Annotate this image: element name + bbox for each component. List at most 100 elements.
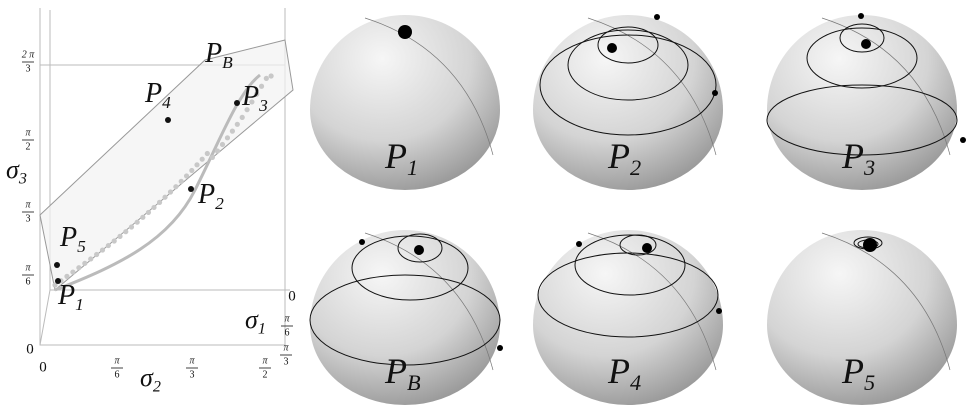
state-dot	[414, 245, 424, 255]
axis-label: σ3	[6, 155, 27, 187]
y-tick-den: 6	[285, 327, 290, 338]
z-tick-num: π	[25, 127, 31, 138]
curve-dot	[240, 115, 245, 120]
curve-dot	[230, 129, 235, 134]
curve-dot	[146, 210, 151, 215]
axis-label-sub: 2	[153, 378, 161, 395]
point-label: P2	[197, 179, 224, 212]
curve-dot	[194, 162, 199, 167]
x-tick-num: π	[114, 355, 120, 366]
curve-dot	[100, 247, 105, 252]
curve-dot	[123, 229, 128, 234]
point	[165, 117, 171, 123]
z-tick-den: 3	[26, 213, 31, 224]
point-label-base: P	[241, 81, 259, 112]
rim-dot	[654, 14, 660, 20]
point-label-base: P	[204, 38, 222, 69]
figure: 0π6π3π22 π30π6π3π20π6π3σ3σ2σ1P1P5P2P4P3P…	[0, 0, 969, 412]
rim-dot	[716, 308, 722, 314]
point	[234, 100, 240, 106]
point-label-sub: 4	[162, 93, 171, 112]
curve-dot	[70, 269, 75, 274]
curve-dot	[205, 151, 210, 156]
curve-dot	[220, 142, 225, 147]
rim-dot	[576, 241, 582, 247]
curve-dot	[264, 76, 269, 81]
x-tick-den: 6	[115, 369, 120, 380]
z-tick: 0	[26, 341, 34, 357]
curve-dot	[179, 179, 184, 184]
x-tick-num: π	[262, 355, 268, 366]
state-dot	[863, 238, 877, 252]
y-tick-den: 3	[284, 356, 289, 367]
curve-dot	[135, 220, 140, 225]
z-tick-num: π	[25, 262, 31, 273]
sphere-label-base: P	[384, 351, 407, 391]
sphere-label-sub: 5	[864, 370, 875, 395]
rim-dot	[359, 239, 365, 245]
point-label-base: P	[197, 179, 215, 210]
curve-dot	[112, 238, 117, 243]
sphere-label-base: P	[841, 351, 864, 391]
y-tick-num: π	[284, 313, 290, 324]
sphere-label-sub: B	[407, 370, 421, 395]
z-tick-den: 6	[26, 276, 31, 287]
state-dot	[861, 39, 871, 49]
sphere-label-base: P	[841, 136, 864, 176]
rim-dot	[960, 137, 966, 143]
state-dot	[398, 25, 412, 39]
curve-dot	[168, 189, 173, 194]
axis-label-sub: 3	[18, 170, 27, 187]
point-label-base: P	[59, 222, 77, 253]
x-tick-den: 2	[263, 369, 268, 380]
point-label-sub: B	[222, 53, 233, 72]
rim-dot	[712, 90, 718, 96]
x-tick: 0	[39, 359, 47, 375]
curve-dot	[94, 252, 99, 257]
x-tick-num: π	[189, 355, 195, 366]
y-tick-num: π	[283, 342, 289, 353]
curve-dot	[88, 256, 93, 261]
axis-label: σ1	[245, 305, 266, 337]
point-label-sub: 2	[215, 194, 224, 213]
curve-dot	[76, 265, 81, 270]
point-label-sub: 3	[258, 96, 268, 115]
z-tick-den: 3	[26, 63, 31, 74]
curve-dot	[184, 173, 189, 178]
curve-dot	[215, 148, 220, 153]
curve-dot	[140, 215, 145, 220]
rim-dot	[497, 345, 503, 351]
sphere-label-sub: 4	[630, 370, 641, 395]
point-label-sub: 1	[75, 295, 84, 314]
axis-label: σ2	[140, 363, 161, 395]
curve-dot	[106, 243, 111, 248]
curve-dot	[162, 195, 167, 200]
curve-dot	[117, 234, 122, 239]
z-tick-den: 2	[26, 141, 31, 152]
sphere-label-base: P	[607, 351, 630, 391]
point-label: PB	[204, 38, 233, 71]
sphere-label-sub: 3	[863, 155, 875, 180]
point-label-sub: 5	[77, 237, 86, 256]
sphere-label-base: P	[384, 136, 407, 176]
curve-dot	[235, 122, 240, 127]
point	[54, 262, 60, 268]
curve-dot	[189, 168, 194, 173]
z-tick-num: π	[25, 199, 31, 210]
z-tick-num: 2 π	[22, 49, 36, 60]
curve-dot	[82, 261, 87, 266]
rim-dot	[858, 13, 864, 19]
curve-dot	[210, 155, 215, 160]
curve-dot	[225, 135, 230, 140]
state-dot	[607, 43, 617, 53]
point-label-base: P	[144, 78, 162, 109]
curve-dot	[157, 200, 162, 205]
point	[188, 186, 194, 192]
sphere-label-sub: 2	[630, 155, 641, 180]
point-label-base: P	[57, 280, 75, 311]
curve-dot	[129, 224, 134, 229]
state-dot	[642, 243, 652, 253]
curve-dot	[269, 73, 274, 78]
curve-dot	[259, 84, 264, 89]
curve-dot	[200, 157, 205, 162]
